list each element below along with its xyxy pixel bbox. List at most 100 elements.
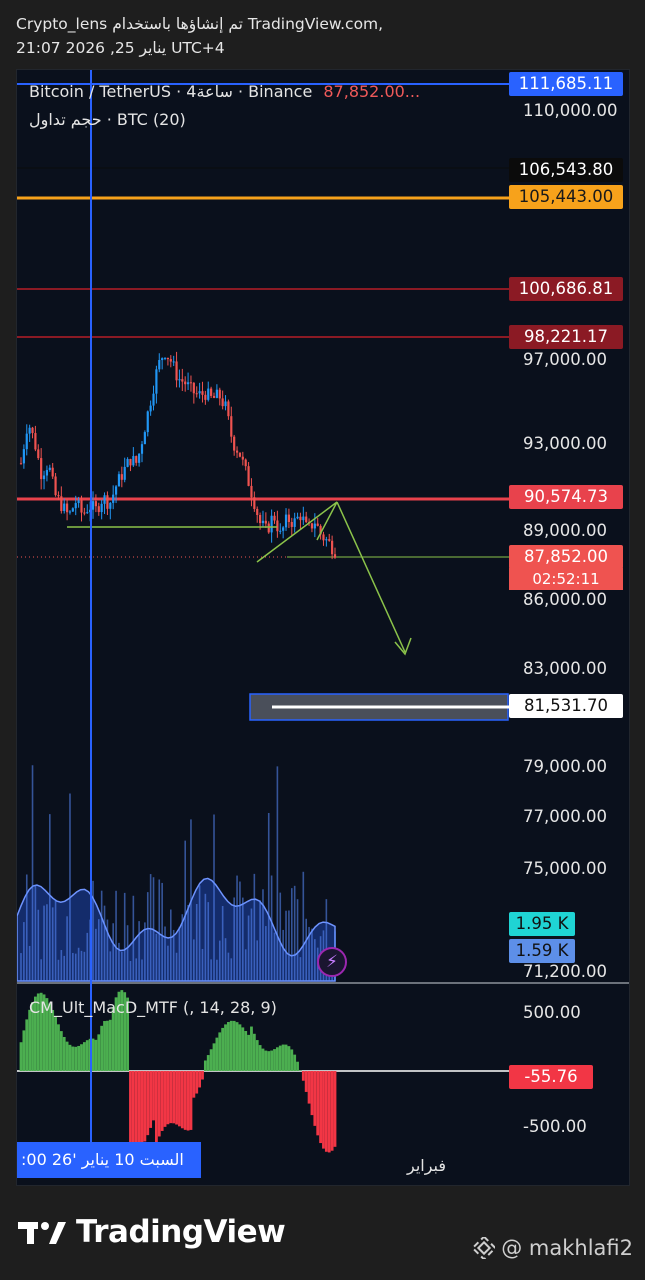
price-tag-black[interactable]: 106,543.80 [509, 158, 623, 182]
candle-body [83, 512, 86, 514]
tradingview-logo: TradingView [18, 1214, 286, 1250]
candle-body [158, 360, 161, 370]
macd-histogram-bar [48, 1003, 52, 1071]
macd-histogram-bar [258, 1045, 262, 1071]
macd-histogram-bar [310, 1071, 314, 1116]
chart-panel[interactable]: Bitcoin / TetherUS · 4ساعة · Binance 87,… [16, 69, 630, 1186]
candle-body [235, 450, 239, 453]
macd-legend[interactable]: CM_Ult_MacD_MTF (, 14, 28, 9) [29, 998, 277, 1017]
candle-body [51, 467, 54, 477]
macd-histogram-bar [77, 1045, 81, 1071]
macd-histogram-bar [25, 1019, 29, 1071]
candle-body [77, 500, 80, 504]
price-tag-target[interactable]: 81,531.70 [509, 694, 623, 718]
macd-histogram-bar [198, 1071, 202, 1088]
candle-body [103, 495, 106, 504]
candle-body [287, 514, 291, 522]
macd-histogram-bar [195, 1071, 199, 1094]
macd-histogram-bar [235, 1022, 239, 1071]
axis-tick: 86,000.00 [523, 590, 607, 609]
candle-body [259, 514, 262, 524]
price-chart[interactable] [17, 70, 630, 1186]
candle-body [97, 506, 100, 513]
macd-histogram-bar [330, 1071, 334, 1151]
macd-histogram-bar [244, 1031, 248, 1071]
macd-histogram-bar [316, 1071, 320, 1136]
macd-histogram-bar [287, 1046, 291, 1071]
candle-body [37, 449, 40, 459]
macd-histogram-bar [304, 1071, 308, 1092]
candle-body [31, 427, 34, 434]
macd-histogram-bar [80, 1044, 83, 1071]
macd-histogram-bar [71, 1046, 75, 1071]
macd-histogram-bar [137, 1071, 141, 1150]
symbol-legend[interactable]: Bitcoin / TetherUS · 4ساعة · Binance 87,… [29, 82, 420, 101]
macd-histogram-bar [270, 1050, 274, 1071]
macd-histogram-bar [281, 1044, 285, 1071]
price-tag-dark-red-1[interactable]: 100,686.81 [509, 277, 623, 301]
candle-body [149, 405, 152, 412]
macd-histogram-bar [324, 1071, 328, 1152]
axis-tick: 71,200.00 [523, 962, 607, 981]
candle-body [132, 456, 135, 466]
candle-body [42, 475, 46, 480]
macd-histogram-bar [129, 1071, 132, 1145]
macd-histogram-bar [120, 990, 124, 1071]
candle-body [302, 516, 305, 521]
macd-histogram-bar [180, 1071, 184, 1129]
candle-body [109, 502, 112, 509]
macd-histogram-bar [54, 1017, 57, 1071]
price-tag-top[interactable]: 111,685.11 [509, 72, 623, 96]
candle-body [146, 411, 149, 433]
macd-histogram-bar [34, 996, 37, 1071]
macd-histogram-bar [59, 1031, 63, 1071]
candle-body [94, 501, 97, 507]
time-axis-month: فبراير [407, 1156, 447, 1175]
candle-body [129, 458, 132, 466]
macd-histogram-bar [51, 1009, 55, 1071]
macd-histogram-bar [252, 1033, 256, 1071]
candle-body [325, 539, 328, 541]
candle-body [152, 393, 155, 406]
axis-tick: 89,000.00 [523, 521, 607, 540]
macd-histogram-bar [157, 1071, 161, 1137]
candle-body [60, 496, 63, 512]
candle-body [100, 503, 103, 513]
price-tag-last[interactable]: 87,852.00 [509, 545, 623, 569]
candle-body [331, 540, 334, 555]
candle-body [91, 501, 95, 510]
macd-value-tag: -55.76 [509, 1065, 593, 1089]
price-tag-red[interactable]: 90,574.73 [509, 485, 623, 509]
candle-body [233, 436, 236, 451]
candle-body [172, 361, 175, 363]
price-tag-dark-red-2[interactable]: 98,221.17 [509, 325, 623, 349]
macd-histogram-bar [123, 992, 127, 1071]
candle-body [175, 361, 178, 381]
macd-histogram-bar [203, 1060, 207, 1071]
price-tag-orange[interactable]: 105,443.00 [509, 185, 623, 209]
axis-tick: 79,000.00 [523, 757, 607, 776]
candle-body [48, 467, 51, 471]
candle-body [299, 516, 302, 521]
macd-histogram-bar [97, 1034, 101, 1071]
lightning-icon[interactable]: ⚡ [317, 947, 347, 977]
candle-body [212, 395, 216, 398]
macd-histogram-bar [45, 998, 49, 1071]
macd-histogram-bar [227, 1022, 230, 1071]
macd-histogram-bar [206, 1055, 210, 1071]
macd-histogram-bar [241, 1027, 245, 1071]
macd-histogram-bar [134, 1071, 138, 1151]
candle-body [140, 444, 144, 454]
macd-histogram-bar [261, 1048, 265, 1071]
candle-body [241, 456, 244, 460]
tradingview-logo-icon [18, 1222, 66, 1244]
macd-histogram-bar [149, 1071, 153, 1128]
macd-histogram-bar [172, 1071, 176, 1124]
candle-body [310, 523, 314, 529]
macd-histogram-bar [327, 1071, 331, 1153]
volume-legend[interactable]: حجم تداول · BTC (20) [29, 110, 186, 129]
candle-body [178, 379, 181, 381]
candle-body [282, 527, 285, 531]
macd-histogram-bar [22, 1030, 26, 1071]
candle-body [86, 512, 89, 514]
